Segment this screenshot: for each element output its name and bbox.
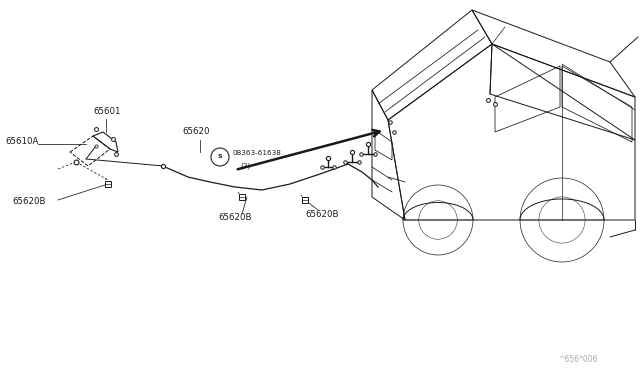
Text: 08363-61638: 08363-61638 xyxy=(232,150,281,156)
Text: 65601: 65601 xyxy=(93,107,120,116)
Text: (2): (2) xyxy=(240,162,250,169)
Text: 65620B: 65620B xyxy=(218,213,252,222)
Text: 65620: 65620 xyxy=(182,127,209,136)
Text: S: S xyxy=(218,154,222,160)
Text: 65620B: 65620B xyxy=(305,210,339,219)
Text: ^656*006: ^656*006 xyxy=(558,355,598,364)
Text: 65620B: 65620B xyxy=(12,197,45,206)
Text: 65610A: 65610A xyxy=(5,137,38,146)
